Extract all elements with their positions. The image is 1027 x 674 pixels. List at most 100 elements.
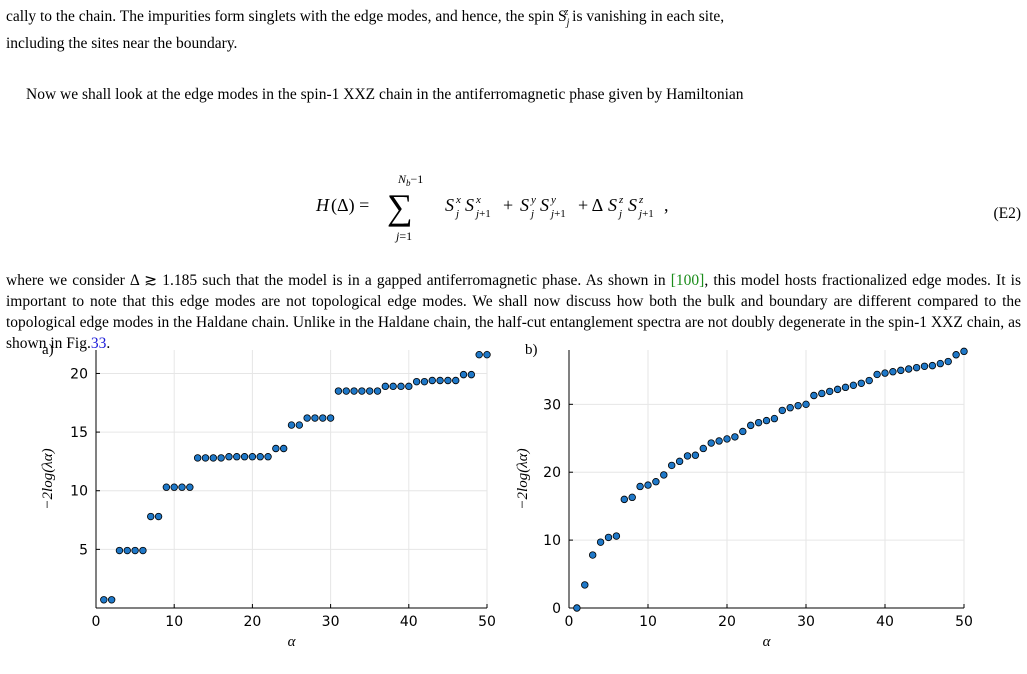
svg-text:+ Δ: + Δ bbox=[578, 195, 603, 215]
x-tick-label: 50 bbox=[955, 614, 973, 630]
x-tick-label: 30 bbox=[322, 614, 340, 630]
data-point bbox=[857, 379, 865, 387]
equation-label: (E2) bbox=[993, 205, 1021, 222]
data-point bbox=[826, 387, 834, 396]
data-point bbox=[303, 414, 311, 422]
svg-text:S: S bbox=[628, 195, 637, 215]
data-point bbox=[944, 357, 952, 366]
data-point bbox=[139, 546, 147, 555]
svg-text:y: y bbox=[530, 194, 536, 206]
data-point bbox=[897, 366, 905, 375]
data-point bbox=[920, 362, 929, 370]
data-point bbox=[936, 359, 944, 368]
data-point bbox=[818, 389, 826, 398]
data-point bbox=[452, 376, 460, 385]
data-point bbox=[405, 382, 413, 391]
data-point bbox=[162, 483, 171, 491]
data-point bbox=[444, 376, 452, 385]
data-point bbox=[366, 387, 374, 395]
y-tick-label: 15 bbox=[70, 425, 88, 441]
svg-text:j: j bbox=[617, 208, 622, 220]
data-point bbox=[483, 350, 491, 359]
svg-text:Nb−1: Nb−1 bbox=[397, 172, 423, 188]
data-point bbox=[739, 427, 747, 436]
data-point bbox=[311, 414, 319, 422]
data-point bbox=[436, 376, 444, 385]
panel-label: b) bbox=[525, 342, 538, 358]
data-point bbox=[389, 382, 397, 391]
text-line: including the sites near the boundary. bbox=[6, 35, 238, 53]
data-point bbox=[889, 368, 897, 376]
data-point bbox=[107, 596, 116, 604]
svg-text:z: z bbox=[618, 194, 624, 206]
data-point bbox=[683, 452, 692, 460]
data-point bbox=[467, 370, 476, 379]
chart-panel-a: a) 0 10 20 30 40 50 5 10 15 20 α −2log(λα) bbox=[40, 342, 496, 650]
data-point bbox=[636, 482, 644, 491]
x-tick-label: 20 bbox=[243, 614, 261, 630]
data-point bbox=[178, 483, 186, 491]
data-point bbox=[373, 387, 382, 395]
data-point bbox=[588, 551, 597, 559]
y-tick-label: 10 bbox=[543, 533, 561, 549]
data-point bbox=[770, 414, 779, 423]
x-tick-label: 40 bbox=[876, 614, 894, 630]
data-point bbox=[170, 483, 178, 491]
data-point bbox=[428, 376, 436, 385]
x-axis-label: α bbox=[763, 634, 772, 650]
y-tick-label: 30 bbox=[543, 397, 561, 413]
data-point bbox=[131, 546, 139, 555]
data-point bbox=[786, 404, 794, 412]
data-point bbox=[358, 387, 366, 395]
data-point bbox=[746, 421, 755, 430]
svg-text:j+1: j+1 bbox=[474, 208, 491, 220]
figure-link[interactable]: 33 bbox=[90, 335, 107, 352]
data-point bbox=[201, 454, 210, 462]
data-point bbox=[217, 454, 225, 462]
x-tick-label: 30 bbox=[797, 614, 815, 630]
x-tick-label: 10 bbox=[639, 614, 657, 630]
paragraph-intro: Now we shall look at the edge modes in t… bbox=[26, 86, 744, 103]
paragraph-discussion: where we consider Δ ≳ 1.185 such that th… bbox=[6, 272, 1021, 352]
data-point bbox=[397, 382, 405, 391]
data-point bbox=[334, 387, 343, 395]
data-point bbox=[952, 351, 960, 359]
data-point bbox=[620, 495, 628, 504]
data-point bbox=[350, 387, 358, 395]
citation-link[interactable]: [100] bbox=[670, 272, 705, 289]
y-tick-label: 20 bbox=[543, 465, 561, 481]
y-tick-label: 5 bbox=[79, 542, 88, 558]
data-point bbox=[272, 444, 280, 453]
data-point bbox=[326, 414, 335, 422]
x-tick-label: 20 bbox=[718, 614, 736, 630]
data-point bbox=[319, 414, 327, 422]
data-point bbox=[660, 471, 668, 479]
paragraph-continuation: cally to the chain. The impurities form … bbox=[6, 7, 725, 53]
data-point bbox=[881, 369, 889, 377]
y-tick-label: 0 bbox=[552, 601, 561, 617]
data-point bbox=[225, 453, 233, 461]
data-point bbox=[849, 381, 858, 390]
data-point bbox=[794, 401, 802, 410]
data-point bbox=[420, 377, 429, 386]
data-point bbox=[905, 365, 913, 373]
hamiltonian-equation: H (Δ) = ∑ Nb−1 j=1 S x j S x j+1 + S y j… bbox=[315, 172, 669, 243]
data-point bbox=[960, 347, 968, 356]
x-axis-label: α bbox=[288, 634, 297, 650]
data-point bbox=[675, 457, 684, 466]
data-point bbox=[209, 454, 217, 462]
data-point bbox=[412, 377, 421, 386]
text-line: cally to the chain. The impurities form … bbox=[6, 8, 567, 26]
x-tick-label: 0 bbox=[92, 614, 101, 630]
x-tick-label: 40 bbox=[400, 614, 418, 630]
data-point bbox=[833, 385, 842, 394]
data-point bbox=[100, 596, 108, 604]
data-point bbox=[667, 461, 676, 470]
data-point bbox=[279, 444, 288, 453]
svg-text:y: y bbox=[550, 194, 556, 206]
svg-text:S: S bbox=[608, 195, 617, 215]
data-point bbox=[707, 439, 715, 447]
data-point bbox=[193, 454, 202, 462]
panel-label: a) bbox=[42, 342, 54, 358]
data-point bbox=[873, 370, 881, 379]
